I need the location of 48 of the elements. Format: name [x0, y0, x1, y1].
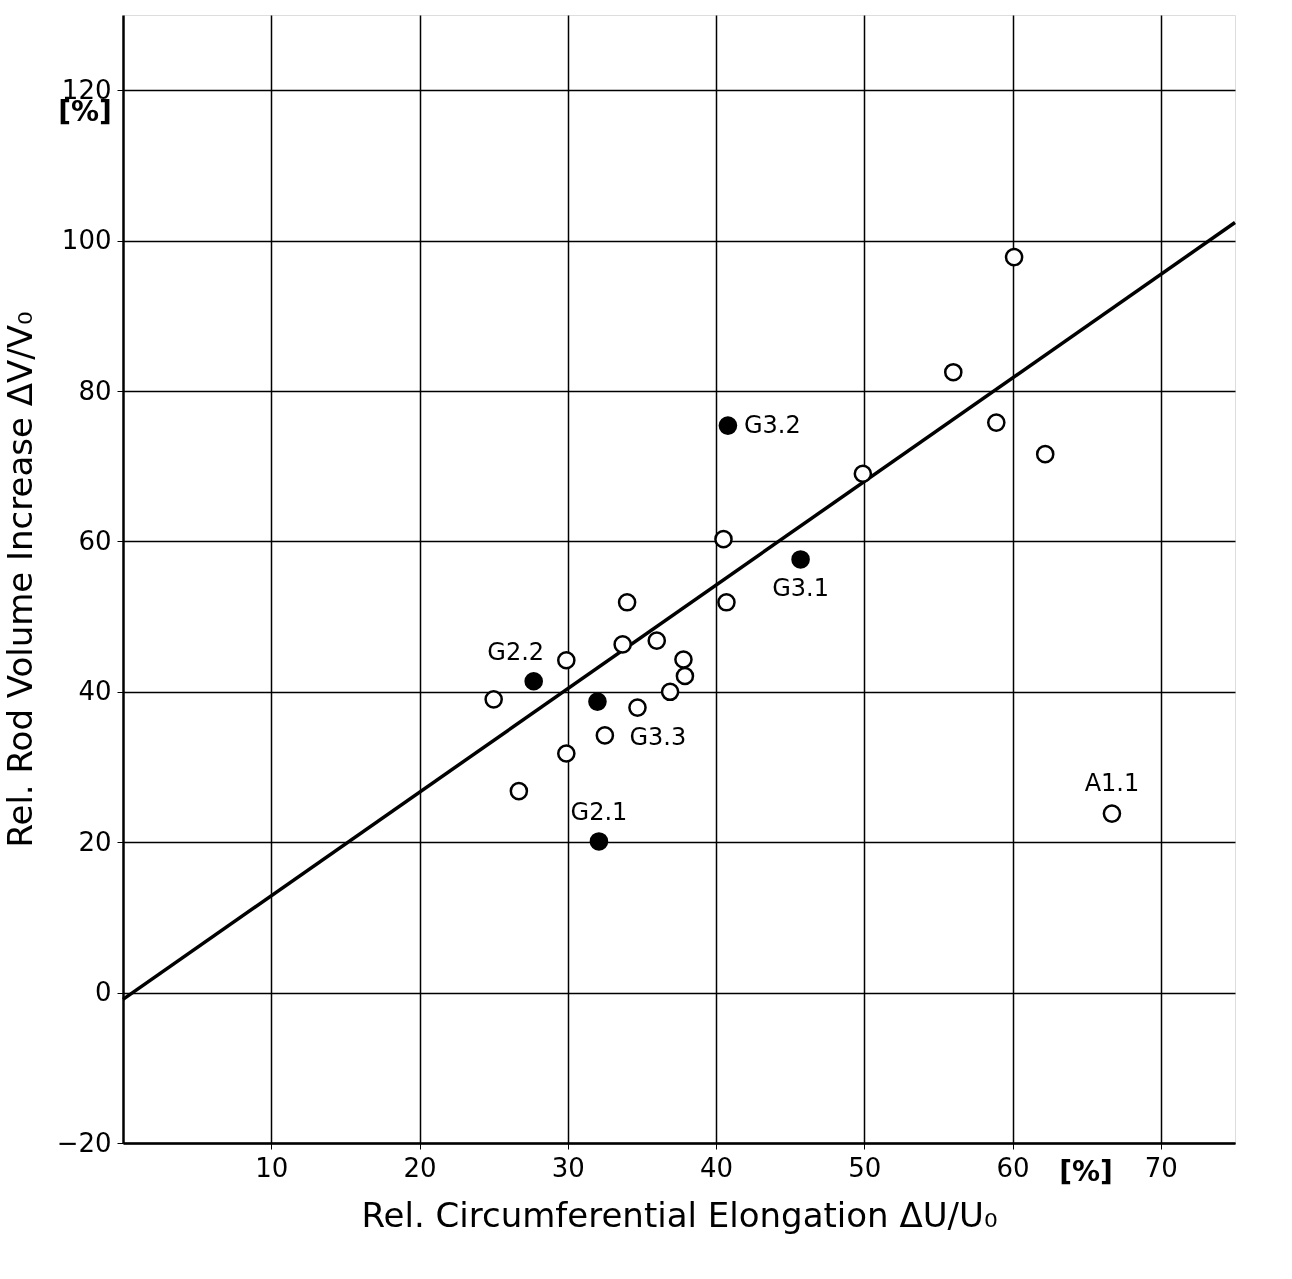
point: [1035, 444, 1055, 464]
text: [%]: [1059, 1155, 1113, 1188]
point: [853, 464, 873, 484]
point: [628, 698, 647, 717]
y-tick-label: 0: [94, 977, 112, 1008]
annotation: G3.3: [629, 722, 687, 751]
point: [718, 416, 738, 435]
point: [647, 631, 667, 650]
y-tick-label: 40: [78, 676, 112, 707]
point: [509, 781, 529, 801]
point: [595, 726, 615, 745]
x-tick-label: 40: [700, 1152, 734, 1183]
point: [674, 650, 693, 669]
point: [986, 413, 1006, 432]
x-tick-label: 10: [255, 1152, 289, 1183]
annotation: G2.1: [570, 798, 628, 827]
point: [524, 671, 544, 691]
point: [943, 362, 963, 382]
point: [613, 635, 632, 654]
point: [791, 550, 810, 569]
annotation: A1.1: [1084, 768, 1140, 797]
y-tick-label: −20: [56, 1127, 112, 1158]
x-tick-label: 60: [996, 1152, 1030, 1183]
point: [588, 692, 607, 711]
x-axis-title: Rel. Circumferential Elongation ΔU/U₀: [361, 1194, 998, 1235]
point: [557, 744, 576, 763]
point: [557, 650, 576, 670]
point: [617, 593, 637, 612]
point: [717, 593, 736, 612]
x-tick-label: 30: [551, 1152, 585, 1183]
x-tick-label: 20: [403, 1152, 437, 1183]
point: [589, 832, 609, 851]
x-tick-label: 50: [848, 1152, 882, 1183]
point: [1102, 804, 1122, 823]
x-tick-label: 70: [1144, 1152, 1178, 1183]
y-tick-label: 80: [78, 375, 112, 406]
point: [1004, 247, 1024, 267]
point: [675, 666, 695, 686]
y-tick-label: 20: [78, 826, 112, 857]
y-axis-title: Rel. Rod Volume Increase ΔV/V₀: [0, 311, 40, 848]
y-tick-label: 60: [78, 525, 112, 556]
point: [484, 690, 503, 709]
y-tick-label: 100: [61, 225, 112, 256]
point: [660, 682, 680, 702]
point: [714, 529, 733, 549]
annotation: G2.2: [487, 638, 545, 667]
annotation: G3.2: [743, 410, 801, 439]
annotation: G3.1: [772, 574, 829, 603]
